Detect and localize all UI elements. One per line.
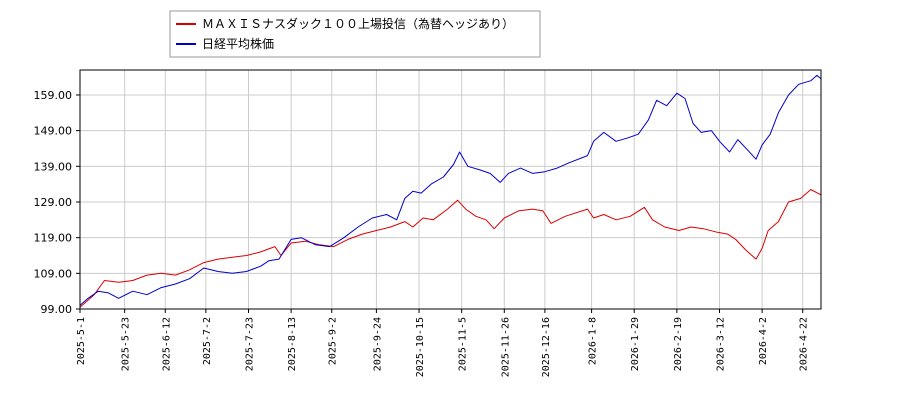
series-line-1 [79, 74, 822, 306]
y-tick-label-6: 159.00 [34, 89, 73, 102]
x-tick-label-1: 2025-5-23 [121, 317, 132, 371]
x-tick-label-12: 2026-1-8 [588, 317, 599, 365]
y-tick-label-4: 139.00 [34, 160, 73, 173]
x-tick-label-10: 2025-11-26 [500, 317, 511, 377]
y-tick-label-2: 119.00 [34, 232, 73, 245]
series-layer [79, 74, 822, 308]
x-tick-label-17: 2026-4-22 [799, 317, 810, 371]
x-tick-label-14: 2026-2-19 [673, 317, 684, 371]
legend-box [169, 10, 541, 58]
x-tick-label-13: 2026-1-29 [630, 317, 641, 371]
x-tick-label-15: 2026-3-12 [715, 317, 726, 371]
x-tick-label-3: 2025-7-2 [202, 317, 213, 365]
y-axis: 99.00 109.00 119.00 129.00 139.00 149.00 159.0… [34, 89, 80, 316]
x-tick-label-9: 2025-11-5 [458, 317, 469, 371]
x-tick-label-4: 2025-7-23 [245, 317, 256, 371]
y-tick-label-5: 149.00 [34, 125, 73, 138]
x-tick-label-7: 2025-9-24 [372, 317, 383, 371]
legend-label-1: 日経平均株価 [202, 36, 274, 51]
grid [79, 70, 821, 310]
x-tick-label-16: 2026-4-2 [758, 317, 769, 365]
x-tick-label-6: 2025-9-2 [328, 317, 339, 365]
x-tick-label-11: 2025-12-16 [541, 317, 552, 377]
plot-frame [79, 69, 822, 310]
series-line-0 [79, 189, 822, 308]
x-tick-label-5: 2025-8-13 [287, 317, 298, 371]
y-tick-label-0: 99.00 [41, 303, 73, 316]
x-axis: 2025-5-1 2025-5-23 2025-6-12 2025-7-2 2025-7… [76, 309, 810, 377]
legend: ＭＡＸＩＳナスダック１００上場投信（為替ヘッジあり） 日経平均株価 [169, 10, 541, 58]
x-tick-label-2: 2025-6-12 [161, 317, 172, 371]
x-tick-label-0: 2025-5-1 [76, 317, 87, 365]
y-tick-label-3: 129.00 [34, 196, 73, 209]
legend-label-0: ＭＡＸＩＳナスダック１００上場投信（為替ヘッジあり） [202, 16, 514, 31]
x-tick-label-8: 2025-10-15 [415, 317, 426, 377]
y-tick-label-1: 109.00 [34, 267, 73, 280]
